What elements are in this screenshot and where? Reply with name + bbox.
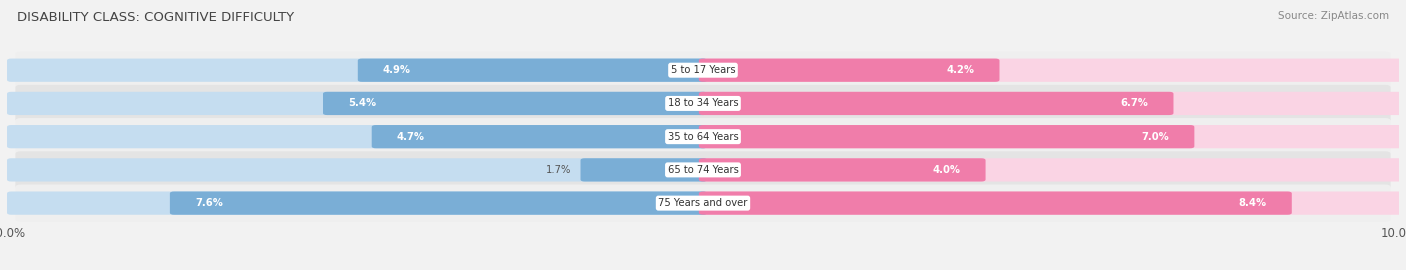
Text: 7.6%: 7.6% [195, 198, 222, 208]
Text: 5 to 17 Years: 5 to 17 Years [671, 65, 735, 75]
FancyBboxPatch shape [7, 191, 707, 215]
FancyBboxPatch shape [7, 59, 707, 82]
Text: 1.7%: 1.7% [546, 165, 571, 175]
FancyBboxPatch shape [15, 118, 1391, 155]
FancyBboxPatch shape [7, 125, 707, 148]
Text: 7.0%: 7.0% [1142, 132, 1170, 142]
Text: 4.0%: 4.0% [932, 165, 960, 175]
FancyBboxPatch shape [371, 125, 707, 148]
Text: 5.4%: 5.4% [349, 99, 377, 109]
FancyBboxPatch shape [703, 158, 1403, 181]
FancyBboxPatch shape [15, 85, 1391, 122]
Text: 18 to 34 Years: 18 to 34 Years [668, 99, 738, 109]
FancyBboxPatch shape [581, 158, 707, 181]
FancyBboxPatch shape [699, 92, 1174, 115]
Text: 4.2%: 4.2% [946, 65, 974, 75]
Text: 35 to 64 Years: 35 to 64 Years [668, 132, 738, 142]
FancyBboxPatch shape [699, 125, 1194, 148]
Text: 4.9%: 4.9% [382, 65, 411, 75]
FancyBboxPatch shape [15, 52, 1391, 89]
Text: 4.7%: 4.7% [396, 132, 425, 142]
FancyBboxPatch shape [703, 59, 1403, 82]
FancyBboxPatch shape [323, 92, 707, 115]
Text: 65 to 74 Years: 65 to 74 Years [668, 165, 738, 175]
FancyBboxPatch shape [703, 125, 1403, 148]
FancyBboxPatch shape [699, 191, 1292, 215]
FancyBboxPatch shape [15, 151, 1391, 188]
Text: 8.4%: 8.4% [1239, 198, 1267, 208]
Text: 75 Years and over: 75 Years and over [658, 198, 748, 208]
FancyBboxPatch shape [703, 92, 1403, 115]
FancyBboxPatch shape [7, 158, 707, 181]
FancyBboxPatch shape [15, 184, 1391, 222]
FancyBboxPatch shape [699, 158, 986, 181]
FancyBboxPatch shape [703, 191, 1403, 215]
FancyBboxPatch shape [699, 59, 1000, 82]
FancyBboxPatch shape [170, 191, 707, 215]
Text: 6.7%: 6.7% [1121, 99, 1149, 109]
FancyBboxPatch shape [7, 92, 707, 115]
FancyBboxPatch shape [357, 59, 707, 82]
Text: DISABILITY CLASS: COGNITIVE DIFFICULTY: DISABILITY CLASS: COGNITIVE DIFFICULTY [17, 11, 294, 24]
Text: Source: ZipAtlas.com: Source: ZipAtlas.com [1278, 11, 1389, 21]
